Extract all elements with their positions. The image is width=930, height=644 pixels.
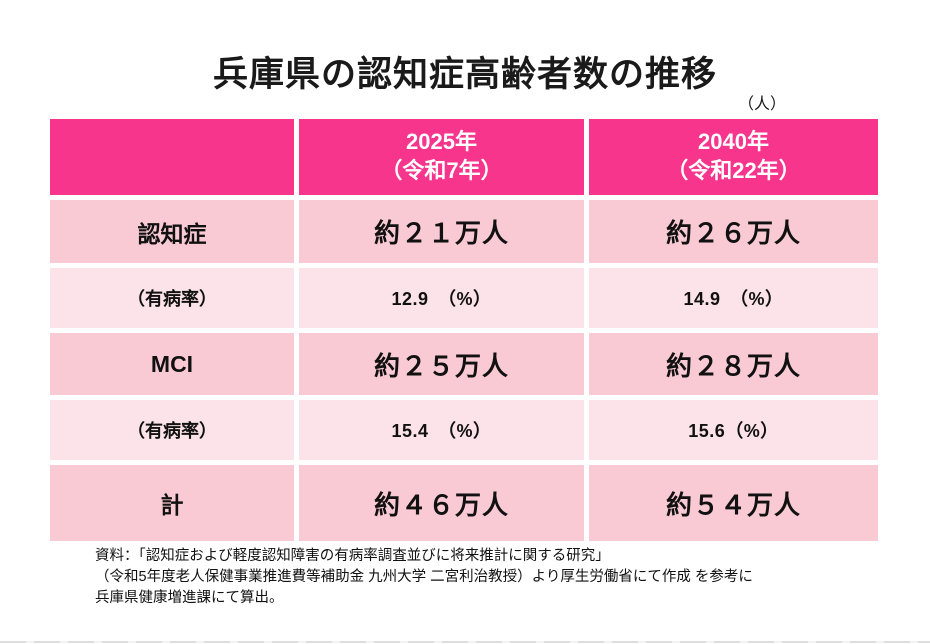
header-2025-year: 2025年 (406, 129, 477, 155)
source-note: 資料：「認知症および軽度認知障害の有病率調査並びに将来推計に関する研究」 （令和… (95, 546, 855, 609)
bottom-edge-divider (0, 641, 930, 643)
header-corner-cell (50, 119, 294, 195)
cell-dementia-2025: 約２１万人 (299, 200, 584, 263)
unit-label: （人） (738, 96, 787, 113)
dementia-projection-table: 2025年 （令和7年） 2040年 （令和22年） 認知症 約２１万人 約２６… (50, 119, 878, 541)
header-2040-cell: 2040年 （令和22年） (589, 119, 878, 195)
header-2025-era: （令和7年） (380, 158, 503, 183)
cell-dementia-2040: 約２６万人 (589, 200, 878, 263)
source-note-line3: 兵庫県健康増進課にて算出。 (95, 590, 284, 607)
cell-dementia-prevalence-2040: 14.9 （%） (589, 268, 878, 328)
row-label-dementia-prevalence: （有病率） (50, 268, 294, 328)
header-2040-year: 2040年 (698, 129, 769, 155)
source-note-line2: （令和5年度老人保健事業推進費等補助金 九州大学 二宮利治教授）より厚生労働省に… (95, 569, 753, 586)
row-label-mci-prevalence: （有病率） (50, 400, 294, 460)
cell-mci-2040: 約２８万人 (589, 333, 878, 395)
source-note-line1: 資料：「認知症および軽度認知障害の有病率調査並びに将来推計に関する研究」 (95, 548, 610, 564)
cell-mci-prevalence-2025: 15.4 （%） (299, 400, 584, 460)
cell-total-2040: 約５４万人 (589, 465, 878, 541)
row-label-mci: MCI (50, 333, 294, 395)
row-label-total: 計 (50, 465, 294, 541)
cell-dementia-prevalence-2025: 12.9 （%） (299, 268, 584, 328)
page-title: 兵庫県の認知症高齢者数の推移 (212, 55, 717, 94)
header-2025-cell: 2025年 （令和7年） (299, 119, 584, 195)
header-2040-era: （令和22年） (666, 158, 801, 183)
cell-mci-2025: 約２５万人 (299, 333, 584, 395)
row-label-dementia: 認知症 (50, 200, 294, 263)
cell-total-2025: 約４６万人 (299, 465, 584, 541)
cell-mci-prevalence-2040: 15.6（%） (589, 400, 878, 460)
